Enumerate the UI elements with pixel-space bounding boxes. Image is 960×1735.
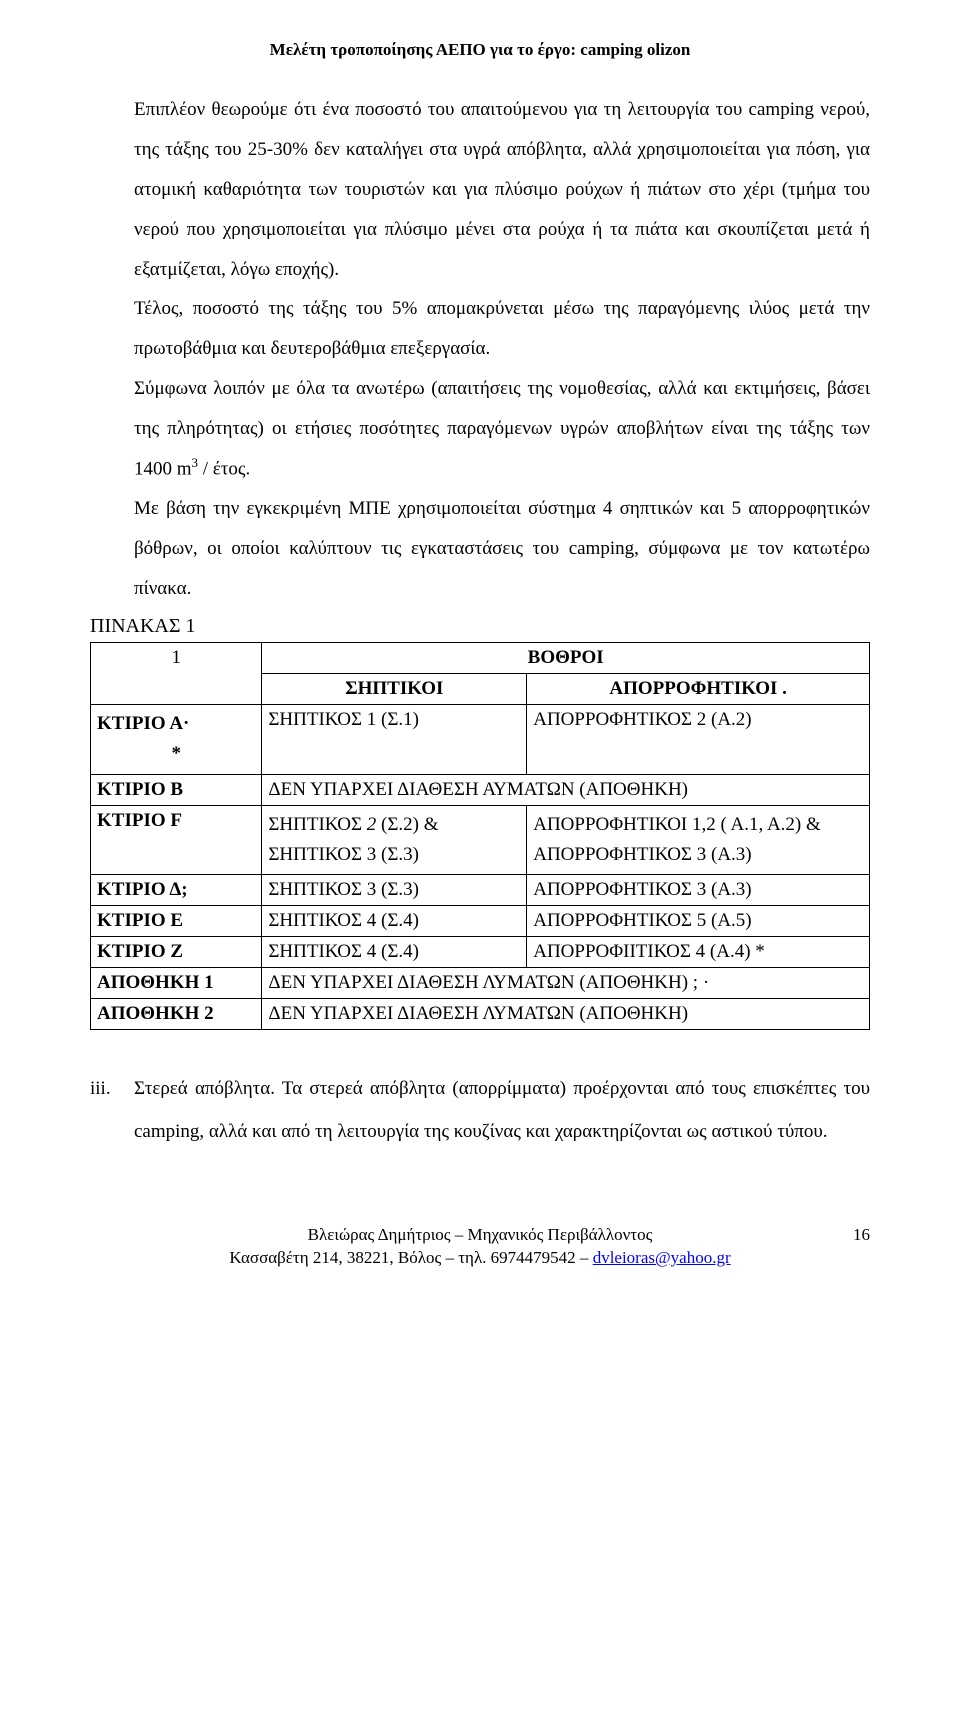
page-number: 16 (853, 1224, 870, 1247)
row-a-mid: ΣΗΠΤΙΚΟΣ 1 (Σ.1) (262, 704, 527, 774)
row-f-right-a: ΑΠΟΡΡΟΦΗΤΙΚΟΙ 1,2 ( Α.1, Α.2) & (533, 814, 821, 835)
head-septic: ΣΗΠΤΙΚΟΙ (262, 673, 527, 704)
doc-header: Μελέτη τροποποίησης ΑΕΠΟ για το έργο: ca… (90, 40, 870, 60)
row-a-left-2: * (97, 739, 255, 769)
row-a-left: ΚΤΙΡΙΟ Α· * (91, 704, 262, 774)
table-row: ΚΤΙΡΙΟ Ε ΣΗΠΤΙΚΟΣ 4 (Σ.4) ΑΠΟΡΡΟΦΗΤΙΚΟΣ … (91, 906, 870, 937)
row-f-mid: ΣΗΠΤΙΚΟΣ 2 (Σ.2) & ΣΗΠΤΙΚΟΣ 3 (Σ.3) (262, 805, 527, 875)
row-e-left: ΚΤΙΡΙΟ Ε (91, 906, 262, 937)
paragraph-3: Σύμφωνα λοιπόν με όλα τα ανωτέρω (απαιτή… (134, 369, 870, 489)
paragraph-4: Με βάση την εγκεκριμένη ΜΠΕ χρησιμοποιεί… (134, 489, 870, 609)
body-text-block: Επιπλέον θεωρούμε ότι ένα ποσοστό του απ… (90, 90, 870, 609)
bothroi-table: 1 ΒΟΘΡΟΙ ΣΗΠΤΙΚΟΙ ΑΠΟΡΡΟΦΗΤΙΚΟΙ . ΚΤΙΡΙΟ… (90, 642, 870, 1031)
row-f-right: ΑΠΟΡΡΟΦΗΤΙΚΟΙ 1,2 ( Α.1, Α.2) & ΑΠΟΡΡΟΦΗ… (527, 805, 870, 875)
row-f-left: ΚΤΙΡΙΟ F (91, 805, 262, 875)
row-z-left: ΚΤΙΡΙΟ Ζ (91, 937, 262, 968)
head-top-left: 1 (91, 642, 262, 704)
row-f-mid-a1: ΣΗΠΤΙΚΟΣ (268, 814, 366, 835)
table-row: ΑΠΟΘΗΚΗ 1 ΔΕΝ ΥΠΑΡΧΕΙ ΔΙΑΘΕΣΗ ΛΥΜΑΤΩΝ (Α… (91, 968, 870, 999)
row-b-left: ΚΤΙΡΙΟ Β (91, 774, 262, 805)
paragraph-3b: / έτος. (198, 458, 250, 479)
row-d-mid: ΣΗΠΤΙΚΟΣ 3 (Σ.3) (262, 875, 527, 906)
row-d-left: ΚΤΙΡΙΟ Δ; (91, 875, 262, 906)
row-e-right: ΑΠΟΡΡΟΦΗΤΙΚΟΣ 5 (Α.5) (527, 906, 870, 937)
row-ap2-left: ΑΠΟΘΗΚΗ 2 (91, 999, 262, 1030)
row-f-right-b: ΑΠΟΡΡΟΦΗΤΙΚΟΣ 3 (Α.3) (533, 844, 751, 865)
footer-email-link[interactable]: dvleioras@yahoo.gr (593, 1248, 731, 1267)
section-iii: iii. Στερεά απόβλητα. Τα στερεά απόβλητα… (90, 1068, 870, 1154)
row-b-span: ΔΕΝ ΥΠΑΡΧΕΙ ΔΙΑΘΕΣΗ ΑΥΜΑΤΩΝ (ΑΠΟΘΗΚΗ) (262, 774, 870, 805)
iii-text: Στερεά απόβλητα. Τα στερεά απόβλητα (απο… (134, 1068, 870, 1154)
paragraph-1: Επιπλέον θεωρούμε ότι ένα ποσοστό του απ… (134, 90, 870, 289)
row-z-right: ΑΠΟΡΡΟΦIΙΤΙΚΟΣ 4 (Α.4) * (527, 937, 870, 968)
table-head-row-1: 1 ΒΟΘΡΟΙ (91, 642, 870, 673)
row-d-right: ΑΠΟΡΡΟΦΗΤΙΚΟΣ 3 (Α.3) (527, 875, 870, 906)
paragraph-2: Τέλος, ποσοστό της τάξης του 5% απομακρύ… (134, 289, 870, 369)
row-f-mid-a2: (Σ.2) & (376, 814, 438, 835)
row-z-mid: ΣΗΠΤΙΚΟΣ 4 (Σ.4) (262, 937, 527, 968)
head-absorb: ΑΠΟΡΡΟΦΗΤΙΚΟΙ . (527, 673, 870, 704)
table-row: ΚΤΙΡΙΟ Ζ ΣΗΠΤΙΚΟΣ 4 (Σ.4) ΑΠΟΡΡΟΦIΙΤΙΚΟΣ… (91, 937, 870, 968)
row-ap1-span: ΔΕΝ ΥΠΑΡΧΕΙ ΔΙΑΘΕΣΗ ΛΥΜΑΤΩΝ (ΑΠΟΘΗΚΗ) ; … (262, 968, 870, 999)
table-label: ΠΙΝΑΚΑΣ 1 (90, 615, 870, 638)
table-row: ΚΤΙΡΙΟ Β ΔΕΝ ΥΠΑΡΧΕΙ ΔΙΑΘΕΣΗ ΑΥΜΑΤΩΝ (ΑΠ… (91, 774, 870, 805)
iii-marker: iii. (90, 1068, 134, 1154)
table-row: ΚΤΙΡΙΟ Α· * ΣΗΠΤΙΚΟΣ 1 (Σ.1) ΑΠΟΡΡΟΦΗΤΙΚ… (91, 704, 870, 774)
table-row: ΚΤΙΡΙΟ F ΣΗΠΤΙΚΟΣ 2 (Σ.2) & ΣΗΠΤΙΚΟΣ 3 (… (91, 805, 870, 875)
footer-line1: Βλειώρας Δημήτριος – Μηχανικός Περιβάλλο… (308, 1225, 653, 1244)
page-footer: 16 Βλειώρας Δημήτριος – Μηχανικός Περιβά… (90, 1224, 870, 1270)
table-row: ΚΤΙΡΙΟ Δ; ΣΗΠΤΙΚΟΣ 3 (Σ.3) ΑΠΟΡΡΟΦΗΤΙΚΟΣ… (91, 875, 870, 906)
table-row: ΑΠΟΘΗΚΗ 2 ΔΕΝ ΥΠΑΡΧΕΙ ΔΙΑΘΕΣΗ ΛΥΜΑΤΩΝ (Α… (91, 999, 870, 1030)
row-f-mid-b: ΣΗΠΤΙΚΟΣ 3 (Σ.3) (268, 844, 419, 865)
head-main: ΒΟΘΡΟΙ (262, 642, 870, 673)
row-ap1-left: ΑΠΟΘΗΚΗ 1 (91, 968, 262, 999)
row-e-mid: ΣΗΠΤΙΚΟΣ 4 (Σ.4) (262, 906, 527, 937)
row-f-mid-ital: 2 (367, 814, 377, 835)
row-a-left-1: ΚΤΙΡΙΟ Α· (97, 713, 189, 734)
row-a-right: ΑΠΟΡΡΟΦΗΤΙΚΟΣ 2 (Α.2) (527, 704, 870, 774)
footer-line2a: Κασσαβέτη 214, 38221, Βόλος – τηλ. 69744… (229, 1248, 592, 1267)
row-ap2-span: ΔΕΝ ΥΠΑΡΧΕΙ ΔΙΑΘΕΣΗ ΛΥΜΑΤΩΝ (ΑΠΟΘΗΚΗ) (262, 999, 870, 1030)
